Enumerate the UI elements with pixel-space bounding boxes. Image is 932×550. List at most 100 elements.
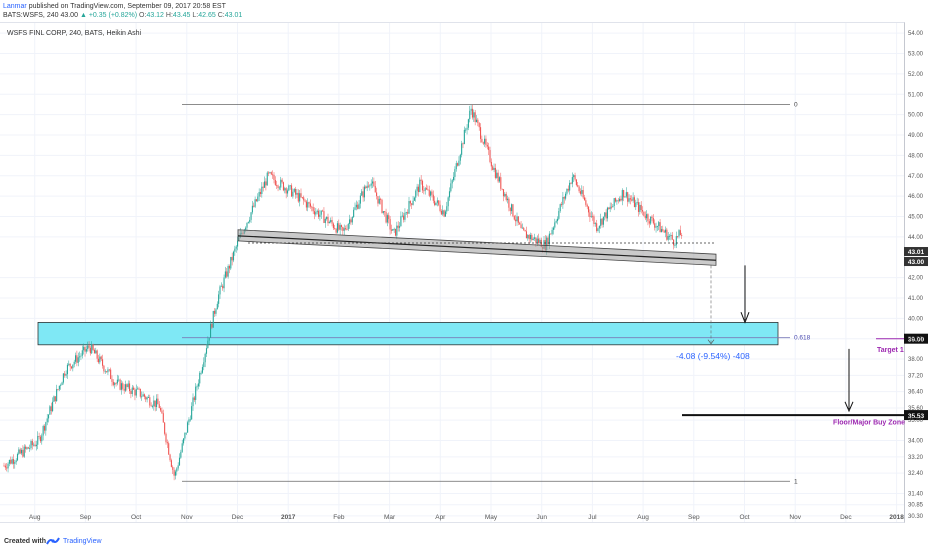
candle-body bbox=[598, 225, 600, 229]
candle-body bbox=[471, 108, 473, 118]
candle-body bbox=[228, 266, 230, 269]
candle-body bbox=[340, 225, 343, 228]
candle-body bbox=[421, 180, 424, 191]
candle-body bbox=[281, 179, 283, 183]
author-link[interactable]: Lanmar bbox=[3, 3, 27, 10]
candle-body bbox=[11, 459, 13, 464]
candle-body bbox=[457, 163, 459, 166]
candle-body bbox=[19, 449, 21, 454]
candle-body bbox=[222, 285, 224, 289]
candle-body bbox=[332, 223, 334, 229]
candle-body bbox=[88, 345, 90, 348]
candle-body bbox=[403, 215, 405, 220]
candle-body bbox=[570, 182, 572, 184]
candle-body bbox=[583, 197, 586, 201]
candle-body bbox=[42, 426, 44, 436]
candle-body bbox=[115, 383, 117, 384]
candle-body bbox=[674, 245, 676, 246]
candle-body bbox=[434, 200, 436, 205]
candle-body bbox=[528, 234, 530, 240]
low-label: L: bbox=[192, 12, 199, 19]
candle-body bbox=[466, 127, 468, 130]
candle-body bbox=[334, 228, 336, 229]
candle-body bbox=[513, 216, 515, 220]
candle-body bbox=[492, 166, 494, 170]
candle-body bbox=[621, 190, 623, 201]
candle-body bbox=[14, 462, 16, 464]
candle-body bbox=[200, 372, 202, 374]
candle-body bbox=[153, 400, 155, 407]
x-tick-label: Aug bbox=[29, 514, 41, 521]
y-tick-label: 37.20 bbox=[908, 373, 924, 379]
candle-body bbox=[291, 185, 293, 197]
candle-body bbox=[552, 227, 554, 230]
candle-body bbox=[114, 383, 116, 385]
candle-body bbox=[195, 386, 197, 400]
candle-body bbox=[496, 172, 498, 178]
candle-body bbox=[58, 385, 60, 390]
y-tick-label: 38.00 bbox=[908, 357, 924, 363]
candle-body bbox=[70, 366, 73, 369]
candle-body bbox=[367, 185, 370, 187]
candle-body bbox=[131, 387, 133, 394]
candle-body bbox=[377, 196, 379, 204]
candle-body bbox=[111, 378, 113, 382]
x-tick-label: Aug bbox=[637, 514, 649, 521]
candle-body bbox=[77, 357, 79, 363]
y-tick-label: 51.00 bbox=[908, 92, 924, 98]
candle-body bbox=[7, 463, 9, 469]
candle-body bbox=[562, 197, 564, 205]
candle-body bbox=[573, 175, 575, 178]
x-tick-label: Sep bbox=[80, 514, 92, 521]
chart-area[interactable]: 0 0.618 1 -4.08 (-9.54%) -408 Target 1 39.00… bbox=[0, 22, 928, 523]
candle-body bbox=[338, 223, 340, 230]
candle-body bbox=[474, 112, 476, 123]
candle-body bbox=[444, 211, 446, 217]
candle-body bbox=[351, 217, 353, 223]
candle-body bbox=[484, 138, 486, 144]
candle-body bbox=[157, 398, 159, 405]
candle-body bbox=[305, 201, 307, 208]
y-tick-label: 49.00 bbox=[908, 133, 924, 139]
candle-body bbox=[18, 449, 20, 454]
fib-level-label: 0.618 bbox=[794, 335, 811, 342]
candle-body bbox=[268, 172, 270, 174]
chart-title: WSFS FINL CORP, 240, BATS, Heikin Ashi bbox=[7, 30, 142, 37]
candle-body bbox=[201, 367, 203, 373]
candle-body bbox=[393, 228, 395, 230]
candle-body bbox=[627, 192, 629, 202]
candle-body bbox=[419, 179, 421, 193]
up-arrow-icon: ▲ bbox=[79, 12, 87, 19]
candle-body bbox=[324, 218, 326, 223]
candle-body bbox=[60, 385, 62, 386]
candle-body bbox=[79, 356, 81, 358]
fib-level-label: 0 bbox=[794, 101, 798, 108]
candle-body bbox=[671, 234, 673, 240]
candle-body bbox=[312, 207, 314, 212]
candle-body bbox=[470, 108, 472, 111]
candle-body bbox=[493, 167, 495, 170]
candle-body bbox=[108, 369, 110, 371]
candle-body bbox=[574, 175, 576, 180]
candle-body bbox=[461, 143, 463, 155]
price-chart[interactable]: 0 0.618 1 -4.08 (-9.54%) -408 Target 1 39.00… bbox=[0, 23, 932, 522]
candle-body bbox=[465, 129, 467, 131]
candle-body bbox=[602, 216, 604, 225]
candle-body bbox=[644, 215, 646, 219]
candle-body bbox=[579, 191, 581, 194]
candle-body bbox=[12, 459, 14, 464]
x-tick-label: Oct bbox=[739, 514, 749, 521]
y-tick-label: 30.30 bbox=[908, 514, 924, 520]
candle-body bbox=[388, 215, 390, 220]
x-tick-label: Mar bbox=[384, 514, 396, 521]
candle-body bbox=[286, 190, 289, 194]
candle-body bbox=[677, 236, 679, 237]
candle-body bbox=[160, 407, 162, 411]
candle-body bbox=[413, 197, 415, 201]
tradingview-link[interactable]: TradingView bbox=[63, 538, 102, 545]
candle-body bbox=[220, 285, 222, 287]
x-tick-label: Apr bbox=[435, 514, 446, 521]
candle-body bbox=[631, 199, 633, 201]
candle-body bbox=[45, 422, 47, 431]
candle-body bbox=[253, 205, 255, 207]
